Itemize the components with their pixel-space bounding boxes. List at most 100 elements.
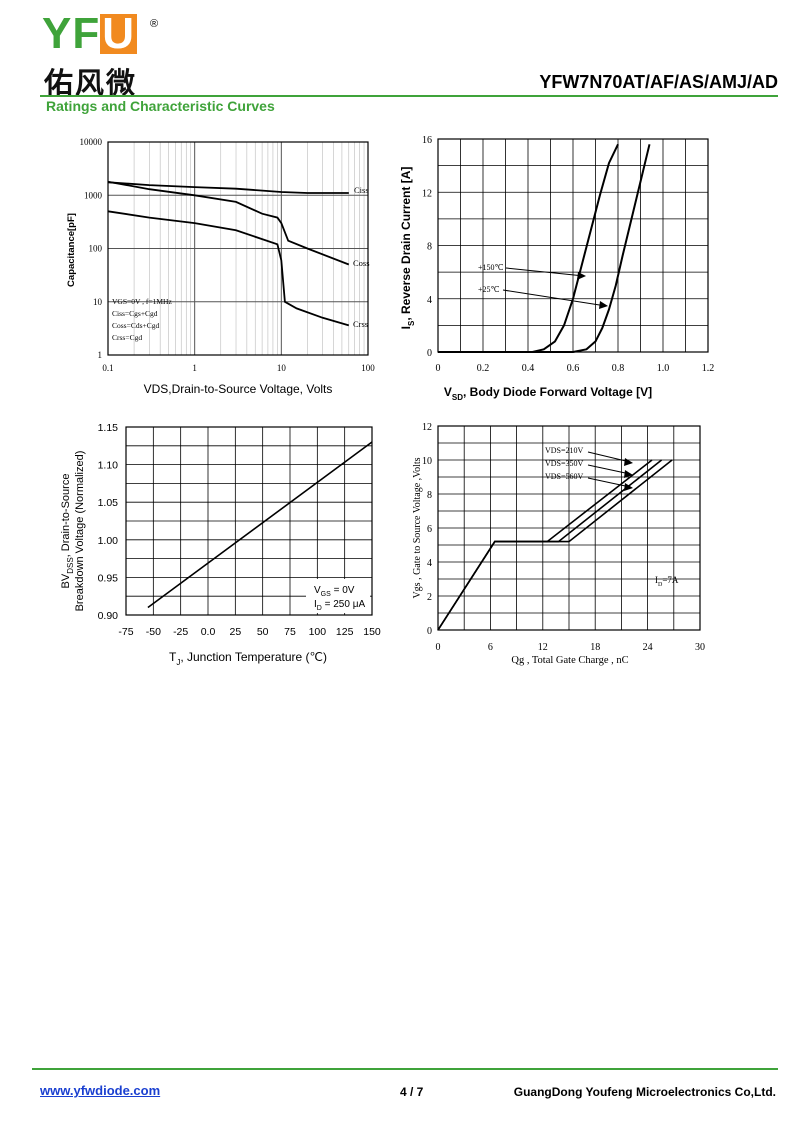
bv-x-tick: 150 bbox=[363, 626, 381, 638]
bv-x-tick: 50 bbox=[257, 626, 269, 638]
arrowhead-vds-350 bbox=[624, 470, 633, 478]
arrowhead-150c bbox=[577, 272, 586, 280]
cond-line-3: Coss=Cds+Cgd bbox=[112, 321, 159, 330]
breakdown-series bbox=[147, 441, 373, 609]
bv-line bbox=[147, 441, 373, 609]
bv-y-tick: 1.00 bbox=[98, 535, 119, 547]
cond-line-4: Crss=Cgd bbox=[112, 333, 142, 342]
label-150c: +150℃ bbox=[478, 263, 504, 272]
capacitance-grid bbox=[107, 141, 368, 356]
diode-x-tick: 0 bbox=[436, 363, 441, 374]
diode-y-tick: 16 bbox=[422, 135, 432, 146]
label-coss: Coss bbox=[353, 258, 370, 268]
label-vds-350: VDS=350V bbox=[545, 459, 584, 468]
cap-y-tick: 1 bbox=[98, 350, 103, 360]
qg-x-tick: 18 bbox=[590, 642, 600, 653]
diode-y-tick: 0 bbox=[427, 348, 432, 359]
bv-y-tick: 0.90 bbox=[98, 610, 119, 622]
gate-charge-id-label: ID=7A bbox=[655, 575, 679, 588]
cap-y-tick: 10000 bbox=[80, 137, 103, 147]
breakdown-grid bbox=[126, 427, 372, 615]
breakdown-tick-labels: -75 -50 -25 0.0 25 50 75 100 125 150 0.90 0.95 1.00 1… bbox=[98, 422, 381, 638]
label-crss: Crss bbox=[353, 319, 368, 329]
diode-line-25c bbox=[438, 144, 651, 353]
logo-letters: YF bbox=[42, 9, 101, 58]
qg-y-tick: 10 bbox=[422, 456, 432, 467]
qg-x-tick: 24 bbox=[643, 642, 653, 653]
footer-divider bbox=[32, 1068, 778, 1070]
body-diode-tick-labels: 0 0.2 0.4 0.6 0.8 1.0 1.2 0 4 8 12 16 bbox=[422, 135, 714, 374]
cap-x-tick: 1 bbox=[192, 363, 197, 373]
diode-y-tick: 4 bbox=[427, 295, 432, 306]
qg-x-tick: 12 bbox=[538, 642, 548, 653]
body-diode-y-label: IS, Reverse Drain Current [A] bbox=[399, 167, 416, 330]
logo-chinese-name: 佑风微 bbox=[44, 66, 138, 100]
diode-y-tick: 8 bbox=[427, 242, 432, 253]
part-number: YFW7N70AT/AF/AS/AMJ/AD bbox=[539, 72, 778, 92]
bv-y-tick: 1.15 bbox=[98, 422, 119, 434]
company-name: GuangDong Youfeng Microelectronics Co,Lt… bbox=[513, 1085, 776, 1099]
registered-mark: ® bbox=[150, 18, 159, 30]
page-number: 4 / 7 bbox=[400, 1085, 424, 1099]
diode-x-tick: 0.8 bbox=[612, 363, 625, 374]
cap-x-tick: 10 bbox=[277, 363, 287, 373]
legend-vgs: VGS = 0V bbox=[314, 585, 355, 598]
arrow-25c bbox=[502, 289, 607, 307]
capacitance-tick-labels: 0.1 1 10 100 1 10 100 1000 10000 bbox=[80, 137, 376, 373]
qg-y-tick: 12 bbox=[422, 422, 432, 433]
cap-line-coss bbox=[107, 180, 350, 266]
website-link[interactable]: www.yfwdiode.com bbox=[40, 1083, 161, 1098]
diode-x-tick: 0.2 bbox=[477, 363, 490, 374]
gate-charge-y-label: Vgs , Gate to Source Voltage ,Volts bbox=[412, 457, 423, 598]
bv-x-tick: 100 bbox=[309, 626, 327, 638]
cap-line-ciss bbox=[107, 181, 349, 194]
bv-x-tick: 75 bbox=[284, 626, 296, 638]
arrowhead-vds-560 bbox=[624, 483, 633, 491]
label-25c: +25℃ bbox=[478, 285, 500, 294]
company-logo: YFU ® 佑风微 bbox=[42, 9, 162, 101]
qg-y-tick: 6 bbox=[427, 524, 432, 535]
qg-x-tick: 0 bbox=[436, 642, 441, 653]
section-title: Ratings and Characteristic Curves bbox=[46, 98, 275, 114]
diode-line-150c bbox=[438, 143, 619, 353]
body-diode-x-label: VSD, Body Diode Forward Voltage [V] bbox=[444, 385, 652, 402]
qg-y-tick: 4 bbox=[427, 558, 432, 569]
capacitance-y-label: Capacitance[pF] bbox=[66, 213, 77, 287]
arrow-vds-350 bbox=[587, 464, 631, 475]
bv-x-tick: -50 bbox=[146, 626, 161, 638]
arrowhead-vds-210 bbox=[624, 458, 633, 466]
bv-x-tick: 25 bbox=[229, 626, 241, 638]
breakdown-x-label: TJ, Junction Temperature (℃) bbox=[169, 650, 327, 667]
cond-line-2: Ciss=Cgs+Cgd bbox=[112, 309, 158, 318]
bv-y-tick: 1.05 bbox=[98, 497, 119, 509]
diode-x-tick: 1.0 bbox=[657, 363, 670, 374]
bv-x-tick: 125 bbox=[336, 626, 354, 638]
cap-line-crss bbox=[107, 210, 350, 327]
body-diode-series bbox=[438, 143, 651, 353]
cond-line-1: VGS=0V , f=1MHz bbox=[112, 297, 172, 306]
logo-wordmark: YFU bbox=[42, 9, 138, 58]
breakdown-legend-box bbox=[306, 579, 370, 613]
gate-charge-series bbox=[437, 459, 673, 631]
arrow-vds-560 bbox=[587, 477, 631, 488]
capacitance-series bbox=[107, 180, 350, 327]
diode-x-tick: 1.2 bbox=[702, 363, 715, 374]
diode-x-tick: 0.6 bbox=[567, 363, 580, 374]
diode-x-tick: 0.4 bbox=[522, 363, 535, 374]
qg-y-tick: 8 bbox=[427, 490, 432, 501]
breakdown-y-label-2: Breakdown Voltage (Normalized) bbox=[74, 451, 86, 612]
label-vds-560: VDS=560V bbox=[545, 472, 584, 481]
bv-y-tick: 0.95 bbox=[98, 572, 119, 584]
breakdown-frame bbox=[125, 426, 373, 616]
qg-x-tick: 30 bbox=[695, 642, 705, 653]
cap-x-tick: 100 bbox=[361, 363, 375, 373]
arrow-vds-210 bbox=[587, 451, 631, 463]
cap-x-tick: 0.1 bbox=[102, 363, 113, 373]
label-ciss: Ciss bbox=[354, 185, 369, 195]
label-vds-210: VDS=210V bbox=[545, 446, 584, 455]
diode-y-tick: 12 bbox=[422, 188, 432, 199]
